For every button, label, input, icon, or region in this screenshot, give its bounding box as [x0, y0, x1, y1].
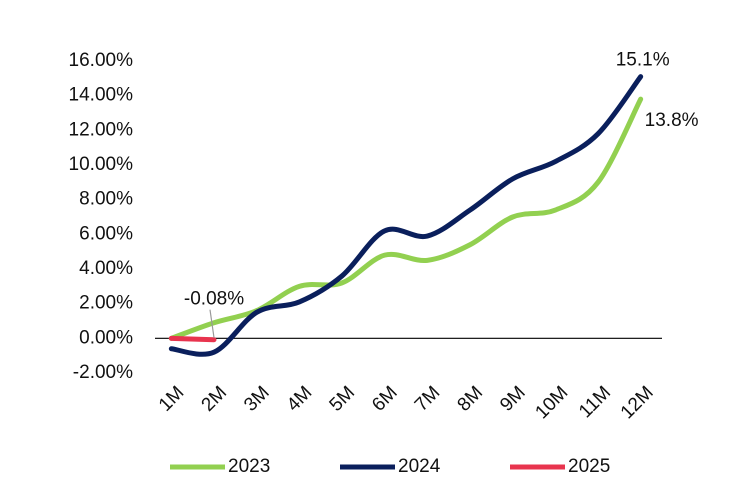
y-tick-label: 4.00% — [79, 258, 133, 279]
y-tick-label: 14.00% — [69, 85, 134, 106]
x-tick-label: 8M — [454, 382, 488, 416]
y-tick-label: 10.00% — [69, 154, 134, 175]
x-tick-label: 9M — [496, 382, 530, 416]
legend-label: 2025 — [568, 456, 610, 477]
x-tick-label: 6M — [368, 382, 402, 416]
series-line — [168, 335, 217, 343]
y-tick-label: 8.00% — [79, 189, 133, 210]
y-tick-label: 16.00% — [69, 50, 134, 71]
x-tick-label: 12M — [617, 382, 658, 423]
value-label: -0.08% — [184, 289, 244, 310]
y-tick-label: -2.00% — [73, 362, 133, 383]
y-tick-label: 0.00% — [79, 327, 133, 348]
x-tick-label: 2M — [198, 382, 232, 416]
legend-label: 2024 — [398, 456, 441, 477]
x-tick-label: 11M — [575, 382, 615, 422]
y-tick-label: 12.00% — [69, 119, 134, 140]
x-tick-label: 1M — [155, 382, 189, 416]
x-tick-label: 3M — [240, 382, 274, 416]
series-line — [168, 74, 644, 357]
y-tick-label: 2.00% — [79, 293, 133, 314]
x-tick-label: 4M — [283, 382, 317, 416]
y-tick-label: 6.00% — [79, 223, 133, 244]
x-tick-label: 10M — [531, 382, 572, 423]
value-label: 15.1% — [616, 50, 670, 71]
value-label: 13.8% — [645, 110, 699, 131]
leader-line — [209, 309, 215, 338]
x-tick-label: 7M — [411, 382, 445, 416]
x-tick-label: 5M — [326, 382, 360, 416]
legend-label: 2023 — [228, 456, 270, 477]
